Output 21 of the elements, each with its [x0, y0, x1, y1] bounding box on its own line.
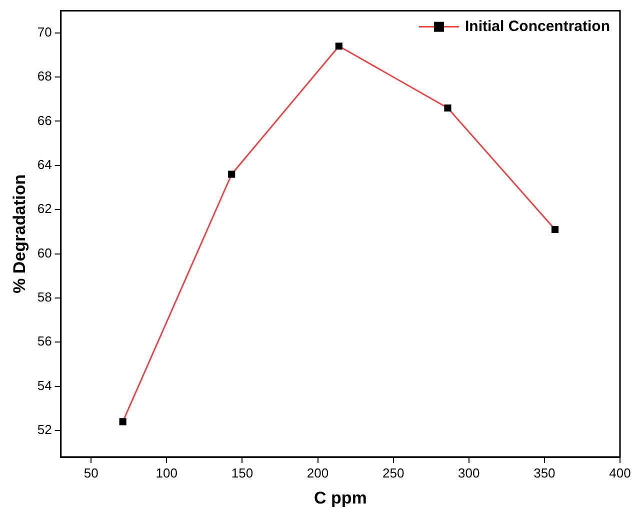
y-tick-label: 60 — [37, 245, 52, 260]
x-tick-label: 200 — [306, 465, 329, 480]
y-tick-label: 58 — [37, 290, 52, 305]
legend-label: Initial Concentration — [464, 18, 610, 35]
y-tick-label: 54 — [37, 378, 52, 393]
x-tick-label: 50 — [84, 465, 98, 480]
y-tick-label: 62 — [37, 201, 52, 216]
x-tick-label: 250 — [382, 465, 404, 480]
y-axis-title: % Degradation — [10, 174, 29, 294]
x-tick-label: 100 — [156, 465, 178, 480]
x-tick-label: 400 — [609, 465, 631, 480]
x-tick-label: 350 — [534, 465, 556, 480]
x-tick-label: 300 — [458, 465, 480, 480]
y-tick-label: 70 — [37, 24, 52, 40]
x-axis-title: C ppm — [314, 488, 367, 508]
y-tick-label: 56 — [37, 334, 52, 349]
x-tick-label: 150 — [231, 465, 254, 480]
y-tick-label: 64 — [37, 157, 52, 172]
y-tick-label: 66 — [37, 112, 52, 128]
y-tick-label: 68 — [37, 68, 52, 84]
y-tick-label: 52 — [37, 422, 52, 438]
